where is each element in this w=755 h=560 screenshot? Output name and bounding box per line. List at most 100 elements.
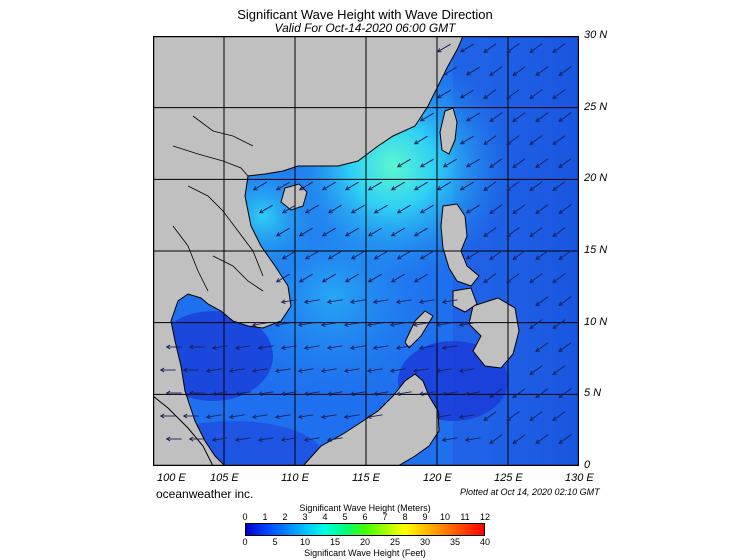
wave-arrow: [165, 344, 182, 350]
wave-arrow: [558, 342, 572, 352]
wave-arrow: [413, 135, 428, 145]
wave-arrow: [558, 296, 572, 306]
wave-arrow: [366, 322, 383, 327]
wave-direction-arrows: [159, 43, 572, 444]
wave-arrow: [412, 322, 429, 327]
wave-arrow: [396, 204, 411, 214]
wave-arrow: [465, 66, 480, 76]
colorbar-feet-tick: 5: [272, 537, 278, 547]
wave-arrow: [529, 227, 543, 237]
wave-arrow: [483, 227, 497, 237]
wave-arrow: [321, 227, 336, 237]
wave-arrow: [298, 227, 313, 237]
wave-arrow: [535, 388, 549, 398]
longitude-label: 125 E: [494, 472, 523, 484]
land-taiwan: [439, 107, 458, 155]
wave-arrow: [188, 436, 205, 442]
longitude-label: 105 E: [210, 472, 239, 484]
wave-arrow: [349, 391, 366, 396]
land-palawan: [404, 310, 434, 349]
wave-arrow: [395, 299, 412, 304]
colorbar-meter-tick: 6: [362, 512, 368, 522]
wave-map-svg: [153, 36, 579, 466]
wave-arrow: [419, 250, 434, 260]
wave-arrow: [205, 414, 222, 419]
wave-arrow: [535, 434, 549, 444]
wave-arrow: [297, 368, 314, 373]
wave-arrow: [506, 89, 520, 99]
wave-arrow: [297, 322, 314, 327]
wave-arrow: [535, 250, 549, 260]
wave-arrow: [344, 227, 359, 237]
wave-arrow: [512, 112, 526, 122]
wave-arrow: [552, 365, 566, 375]
wave-arrow: [390, 273, 405, 283]
land-hainan: [280, 183, 308, 211]
wave-arrow: [396, 158, 411, 168]
colorbar-meter-tick: 0: [242, 512, 248, 522]
wave-arrow: [366, 414, 383, 419]
colorbar-feet-tick: 10: [299, 537, 311, 547]
wave-arrow: [372, 391, 389, 396]
wave-arrow: [558, 434, 572, 444]
wave-arrow: [390, 227, 405, 237]
wave-arrow: [535, 112, 549, 122]
wave-arrow: [435, 322, 452, 327]
land-masses: [153, 36, 520, 466]
wave-map: [153, 36, 579, 466]
wave-arrow: [372, 299, 389, 304]
wave-arrow: [182, 413, 199, 419]
latitude-label: 25 N: [584, 100, 608, 113]
land-mindanao: [468, 297, 520, 369]
wave-arrow: [552, 43, 566, 53]
wave-arrow: [304, 204, 319, 214]
wave-arrow: [258, 204, 273, 214]
wave-arrow: [280, 345, 297, 350]
wave-arrow: [529, 319, 543, 329]
colorbar-feet-tick: 40: [479, 537, 491, 547]
wave-arrow: [419, 204, 434, 214]
colorbar-feet-tick: 30: [419, 537, 431, 547]
wave-arrow: [228, 414, 245, 419]
latitude-label: 5 N: [584, 387, 602, 400]
wave-arrow: [512, 204, 526, 214]
latitude-label: 30 N: [584, 29, 608, 41]
wave-arrow: [228, 368, 245, 373]
wave-arrow: [552, 411, 566, 421]
map-frame: [153, 36, 579, 466]
latitude-label: 10 N: [584, 315, 608, 328]
wave-arrow: [435, 368, 452, 373]
longitude-label: 110 E: [281, 472, 309, 484]
wave-arrow: [558, 388, 572, 398]
wave-arrow: [441, 299, 458, 304]
wave-arrow: [418, 391, 435, 396]
wave-arrow: [251, 414, 268, 419]
wave-arrow: [483, 273, 497, 283]
wave-arrow: [558, 204, 572, 214]
wave-arrow: [436, 89, 451, 99]
wave-arrow: [343, 322, 360, 327]
wave-arrow: [506, 273, 520, 283]
wave-arrow: [441, 345, 458, 350]
wave-arrow: [512, 250, 526, 260]
wave-arrow: [535, 204, 549, 214]
wave-arrow: [327, 250, 342, 260]
wave-arrow: [506, 411, 520, 421]
wave-arrow: [418, 345, 435, 350]
wave-arrow: [159, 413, 176, 419]
wave-arrow: [458, 368, 475, 373]
wave-arrow: [529, 89, 543, 99]
latitude-label: 0: [584, 459, 591, 471]
colorbar-title-meters: Significant Wave Height (Meters): [299, 503, 431, 513]
wave-arrow: [366, 368, 383, 373]
wave-arrow: [529, 411, 543, 421]
wave-arrow: [304, 250, 319, 260]
wave-arrow: [489, 66, 503, 76]
map-title: Significant Wave Height with Wave Direct…: [237, 7, 493, 22]
wave-arrow: [512, 158, 526, 168]
wave-arrow: [234, 437, 251, 442]
colorbar-meter-tick: 2: [282, 512, 288, 522]
wave-arrow: [489, 434, 503, 444]
wave-arrow: [459, 181, 474, 191]
wave-arrow: [349, 345, 366, 350]
